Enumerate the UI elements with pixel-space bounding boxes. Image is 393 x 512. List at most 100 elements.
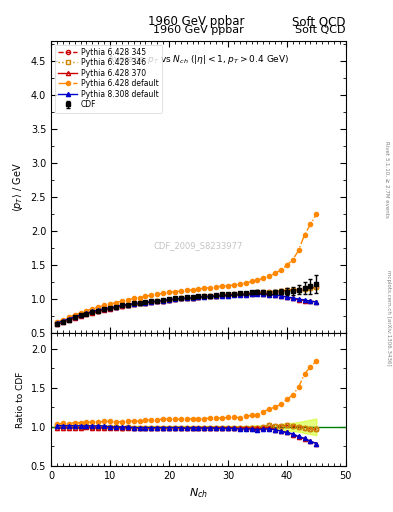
Pythia 6.428 345 xyxy=(78,312,83,318)
Pythia 6.428 346 xyxy=(308,285,313,291)
Text: Rivet 3.1.10, ≥ 2.7M events: Rivet 3.1.10, ≥ 2.7M events xyxy=(384,141,389,218)
Pythia 6.428 default xyxy=(149,292,154,298)
Pythia 8.308 default xyxy=(96,307,101,313)
Pythia 8.308 default xyxy=(255,291,260,297)
Pythia 6.428 346 xyxy=(90,309,95,315)
Pythia 6.428 345 xyxy=(290,287,295,293)
Y-axis label: $\langle p_T \rangle$ / GeV: $\langle p_T \rangle$ / GeV xyxy=(11,162,25,212)
Pythia 6.428 default xyxy=(267,273,272,279)
Pythia 6.428 370 xyxy=(102,307,107,313)
Pythia 6.428 345 xyxy=(149,299,154,305)
Pythia 6.428 346 xyxy=(255,289,260,295)
Pythia 6.428 345 xyxy=(214,293,219,299)
Pythia 6.428 345 xyxy=(184,295,189,302)
Pythia 8.308 default xyxy=(231,292,236,298)
Pythia 6.428 370 xyxy=(108,306,112,312)
Y-axis label: Ratio to CDF: Ratio to CDF xyxy=(16,371,25,428)
Pythia 6.428 345 xyxy=(161,297,165,304)
Pythia 6.428 345 xyxy=(61,318,65,324)
Pythia 6.428 346 xyxy=(119,303,124,309)
Pythia 6.428 345 xyxy=(267,289,272,295)
Pythia 6.428 345 xyxy=(66,316,71,322)
Pythia 6.428 345 xyxy=(84,310,89,316)
Pythia 6.428 370 xyxy=(231,291,236,297)
Pythia 8.308 default xyxy=(155,298,160,304)
Pythia 8.308 default xyxy=(302,297,307,303)
Pythia 6.428 370 xyxy=(78,313,83,319)
Pythia 6.428 370 xyxy=(202,293,207,300)
Pythia 6.428 345 xyxy=(125,302,130,308)
Pythia 6.428 default xyxy=(290,257,295,263)
Pythia 6.428 default xyxy=(131,295,136,302)
Pythia 6.428 346 xyxy=(131,301,136,307)
Pythia 6.428 370 xyxy=(84,311,89,317)
Pythia 8.308 default xyxy=(78,312,83,318)
Pythia 6.428 370 xyxy=(143,300,148,306)
Line: Pythia 8.308 default: Pythia 8.308 default xyxy=(55,292,318,325)
Pythia 6.428 default xyxy=(202,285,207,291)
Pythia 6.428 346 xyxy=(96,308,101,314)
Pythia 6.428 345 xyxy=(90,309,95,315)
Pythia 6.428 default xyxy=(114,300,118,306)
Pythia 6.428 370 xyxy=(296,297,301,303)
Pythia 6.428 346 xyxy=(155,298,160,304)
Pythia 6.428 346 xyxy=(55,320,59,326)
Pythia 6.428 370 xyxy=(96,308,101,314)
Pythia 6.428 346 xyxy=(84,310,89,316)
Pythia 8.308 default xyxy=(178,295,183,302)
Pythia 8.308 default xyxy=(208,293,213,300)
Pythia 6.428 346 xyxy=(261,289,266,295)
Pythia 8.308 default xyxy=(273,292,277,298)
Pythia 8.308 default xyxy=(161,297,165,304)
Pythia 6.428 default xyxy=(308,221,313,227)
Pythia 6.428 default xyxy=(231,282,236,288)
Pythia 6.428 370 xyxy=(249,291,254,297)
Pythia 6.428 370 xyxy=(243,291,248,297)
Pythia 6.428 346 xyxy=(173,296,177,302)
Pythia 6.428 default xyxy=(173,289,177,295)
Pythia 6.428 346 xyxy=(167,297,171,303)
Pythia 6.428 default xyxy=(96,304,101,310)
Pythia 6.428 default xyxy=(167,289,171,295)
Pythia 6.428 370 xyxy=(237,291,242,297)
Pythia 6.428 370 xyxy=(261,291,266,297)
Pythia 6.428 370 xyxy=(61,319,65,325)
Pythia 6.428 370 xyxy=(66,317,71,323)
Pythia 8.308 default xyxy=(102,306,107,312)
Pythia 8.308 default xyxy=(143,300,148,306)
Pythia 6.428 345 xyxy=(131,301,136,307)
Pythia 6.428 346 xyxy=(267,289,272,295)
Pythia 6.428 346 xyxy=(66,316,71,322)
Pythia 8.308 default xyxy=(119,302,124,308)
Pythia 6.428 370 xyxy=(220,292,224,298)
Pythia 6.428 345 xyxy=(279,288,283,294)
Pythia 6.428 370 xyxy=(161,297,165,304)
Pythia 6.428 default xyxy=(314,211,319,217)
Pythia 6.428 346 xyxy=(302,286,307,292)
Pythia 6.428 345 xyxy=(255,289,260,295)
Pythia 6.428 default xyxy=(137,295,142,301)
Pythia 6.428 345 xyxy=(261,289,266,295)
Pythia 8.308 default xyxy=(114,304,118,310)
Pythia 6.428 default xyxy=(237,281,242,287)
Pythia 6.428 default xyxy=(143,293,148,300)
Pythia 6.428 345 xyxy=(114,304,118,310)
Pythia 6.428 default xyxy=(226,283,230,289)
Pythia 6.428 346 xyxy=(190,295,195,301)
Pythia 6.428 370 xyxy=(196,294,201,300)
Pythia 6.428 346 xyxy=(226,292,230,298)
Pythia 6.428 370 xyxy=(167,297,171,303)
Pythia 6.428 default xyxy=(279,267,283,273)
Pythia 8.308 default xyxy=(243,292,248,298)
Pythia 6.428 345 xyxy=(119,303,124,309)
Pythia 8.308 default xyxy=(84,310,89,316)
Pythia 6.428 370 xyxy=(131,301,136,307)
Pythia 8.308 default xyxy=(202,294,207,300)
Pythia 8.308 default xyxy=(90,308,95,314)
Pythia 8.308 default xyxy=(237,292,242,298)
Text: 1960 GeV ppbar: 1960 GeV ppbar xyxy=(153,25,244,35)
Pythia 6.428 370 xyxy=(214,293,219,299)
Pythia 6.428 345 xyxy=(249,290,254,296)
Pythia 6.428 345 xyxy=(178,295,183,302)
Pythia 6.428 370 xyxy=(119,303,124,309)
